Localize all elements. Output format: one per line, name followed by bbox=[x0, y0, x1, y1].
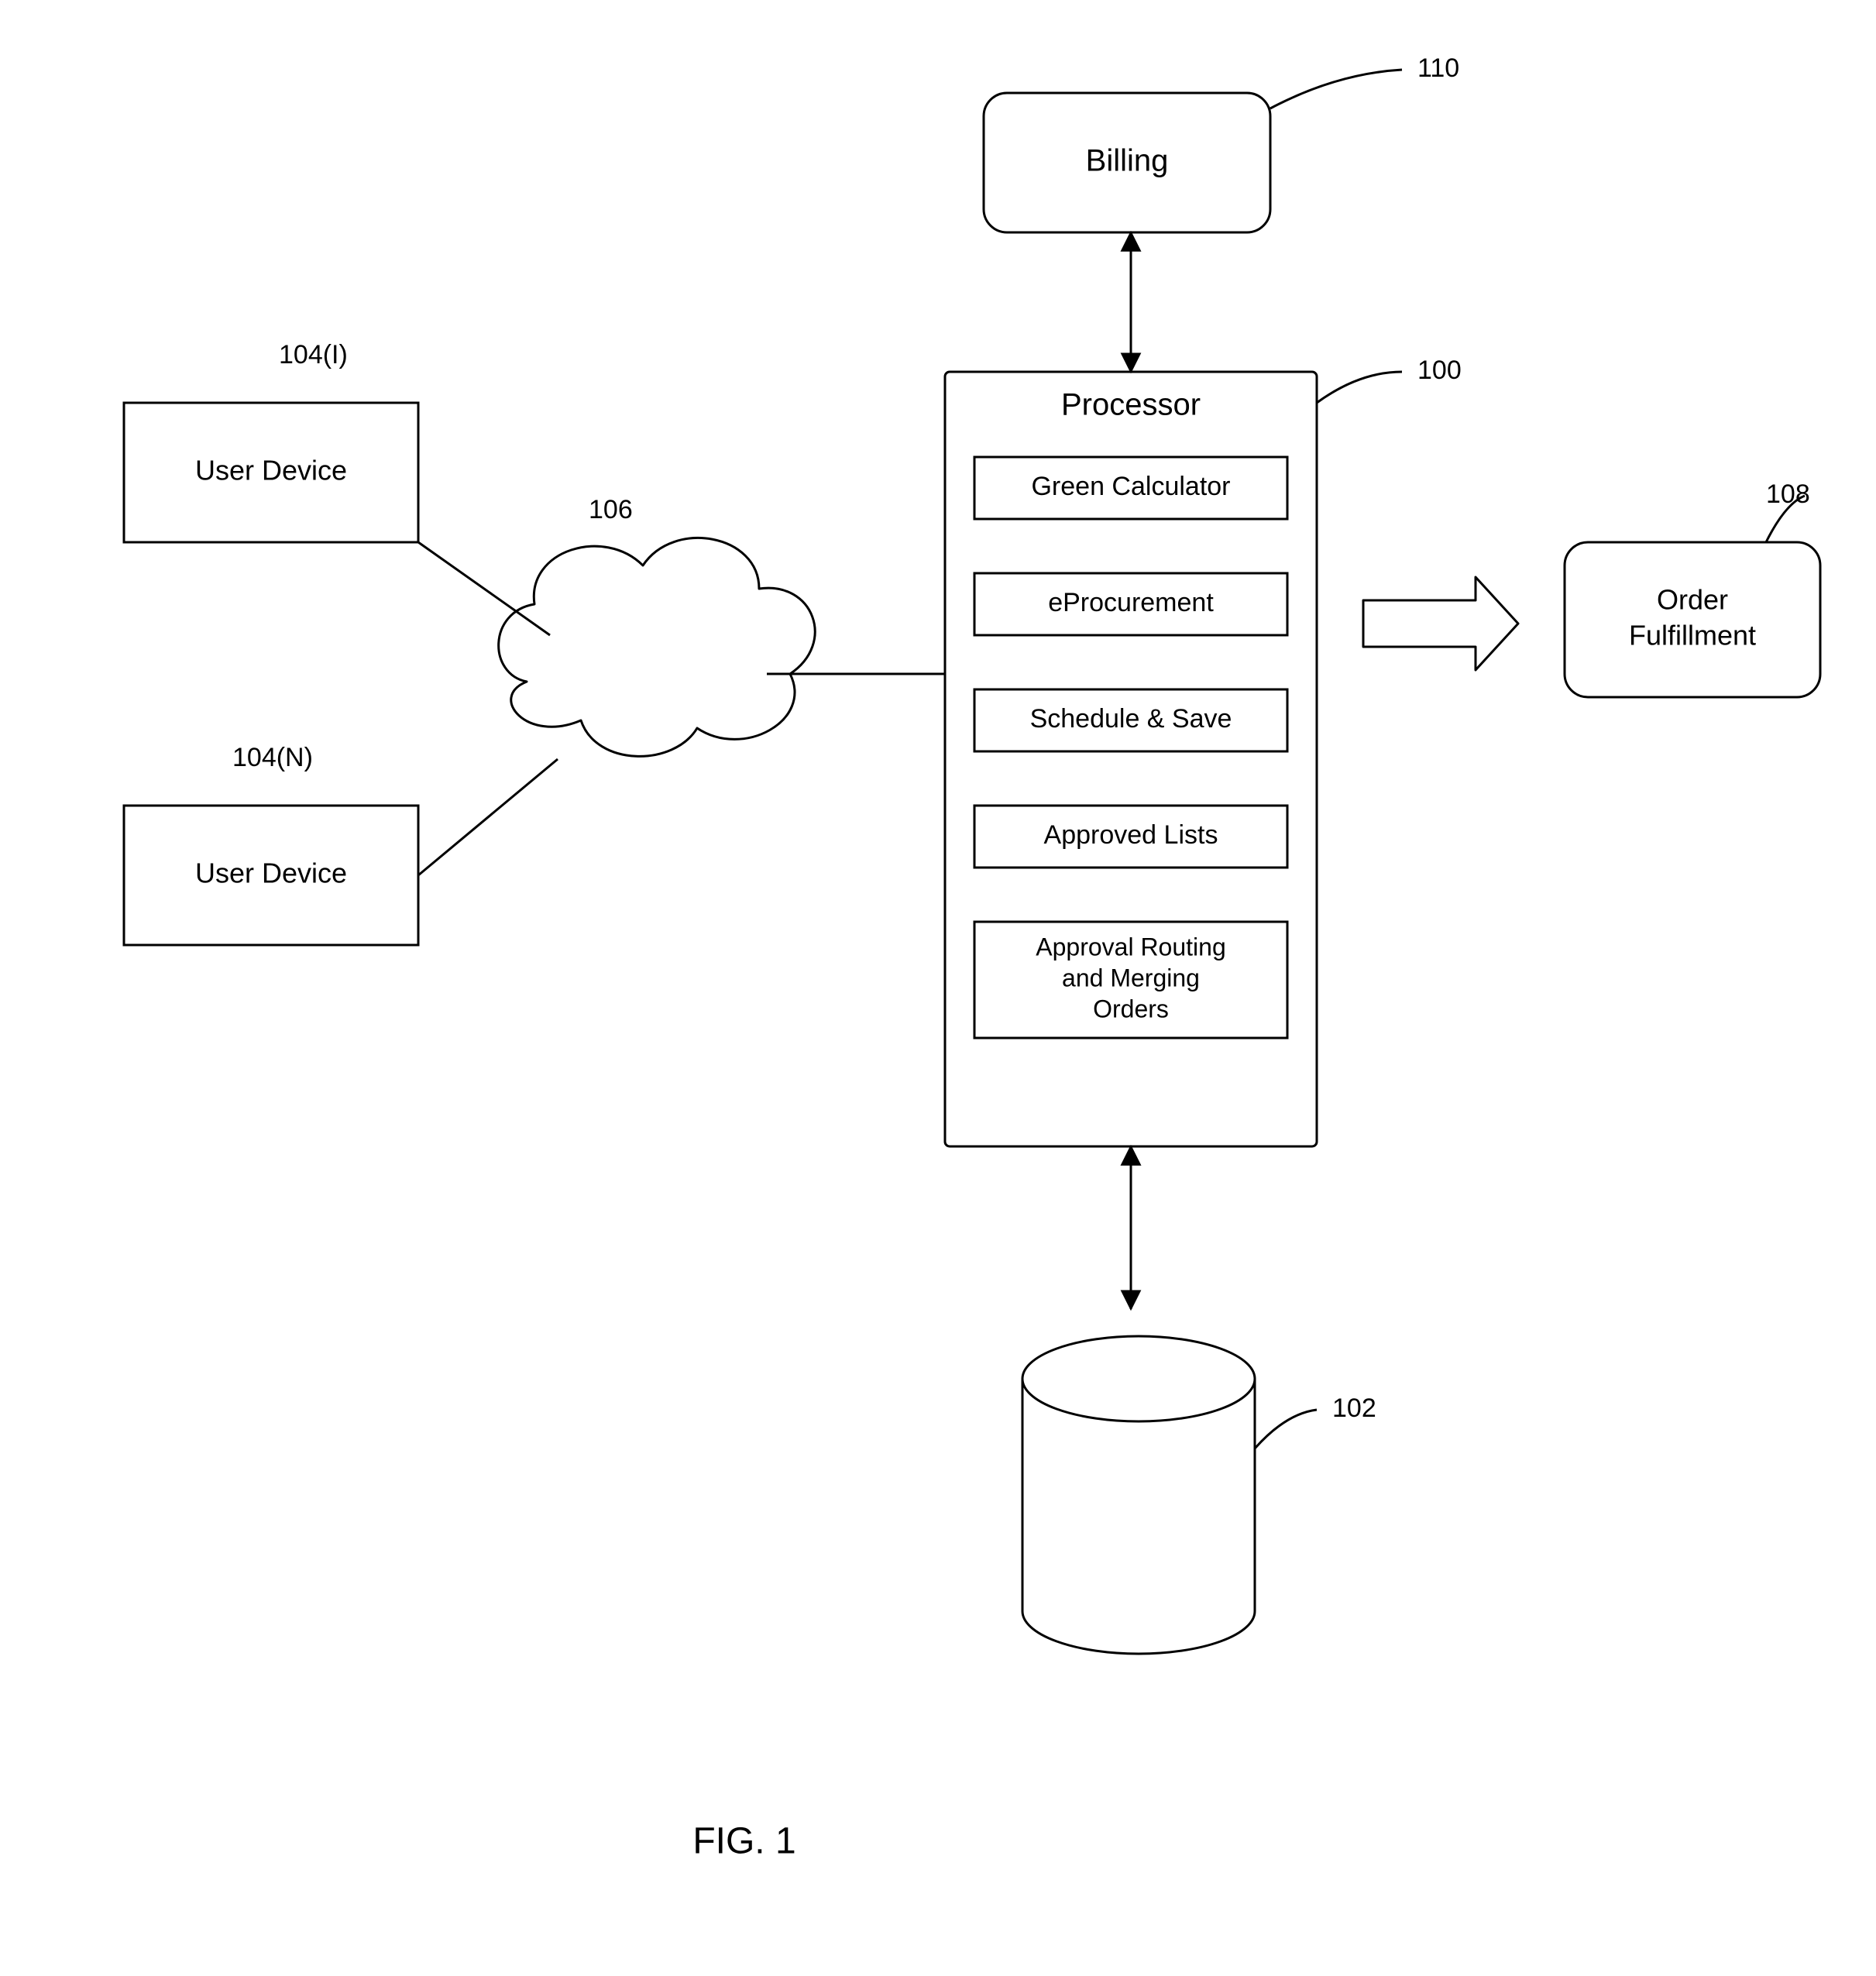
edge-line-2 bbox=[418, 542, 550, 635]
edge-line-3 bbox=[418, 759, 558, 875]
ref-device1: 104(I) bbox=[279, 340, 348, 369]
deviceN-label: User Device bbox=[195, 857, 347, 889]
ref-order: 108 bbox=[1766, 479, 1810, 509]
module-route-label: Orders bbox=[1093, 995, 1169, 1022]
module-eproc-label: eProcurement bbox=[1048, 588, 1214, 617]
edge-block-arrow bbox=[1363, 577, 1518, 670]
module-route-label: and Merging bbox=[1062, 964, 1200, 991]
leader-db bbox=[1255, 1410, 1317, 1448]
ref-processor: 100 bbox=[1417, 356, 1462, 385]
ref-billing: 110 bbox=[1417, 53, 1459, 83]
leader-processor bbox=[1317, 372, 1402, 403]
module-route-label: Approval Routing bbox=[1036, 933, 1225, 961]
leader-billing bbox=[1270, 70, 1402, 108]
processor-title: Processor bbox=[1061, 388, 1201, 422]
billing-label: Billing bbox=[1086, 144, 1169, 178]
figure-label: FIG. 1 bbox=[692, 1821, 795, 1862]
db-top bbox=[1022, 1336, 1255, 1421]
module-sched-label: Schedule & Save bbox=[1030, 704, 1232, 734]
order-label: Order bbox=[1657, 584, 1728, 616]
order-label: Fulfillment bbox=[1629, 620, 1756, 651]
device1-label: User Device bbox=[195, 455, 347, 486]
ref-db: 102 bbox=[1332, 1394, 1376, 1423]
ref-cloud: 106 bbox=[589, 495, 633, 524]
module-lists-label: Approved Lists bbox=[1044, 820, 1218, 850]
module-green-label: Green Calculator bbox=[1031, 472, 1230, 501]
ref-deviceN: 104(N) bbox=[232, 743, 313, 772]
db-bottom bbox=[1022, 1611, 1255, 1654]
node-cloud bbox=[499, 538, 816, 756]
